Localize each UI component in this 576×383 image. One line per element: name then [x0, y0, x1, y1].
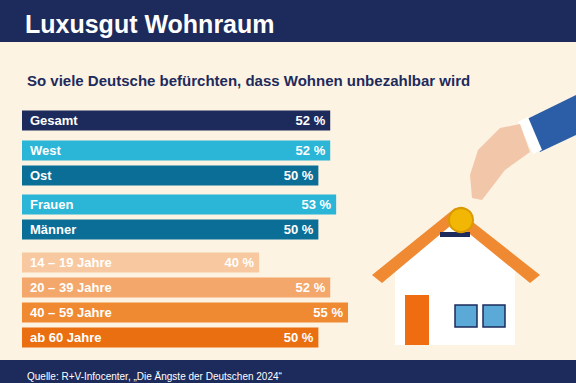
svg-text:40 – 59 Jahre: 40 – 59 Jahre: [30, 305, 112, 320]
svg-text:50 %: 50 %: [284, 168, 314, 183]
svg-text:West: West: [30, 143, 61, 158]
svg-text:52 %: 52 %: [296, 143, 326, 158]
svg-text:14 – 19 Jahre: 14 – 19 Jahre: [30, 255, 112, 270]
svg-text:Männer: Männer: [30, 222, 76, 237]
svg-text:50 %: 50 %: [284, 222, 314, 237]
svg-text:Quelle: R+V-Infocenter, „Die Ä: Quelle: R+V-Infocenter, „Die Ängste der …: [27, 371, 282, 382]
svg-text:Luxusgut Wohnraum: Luxusgut Wohnraum: [25, 10, 275, 38]
svg-text:53 %: 53 %: [302, 197, 332, 212]
svg-text:ab 60 Jahre: ab 60 Jahre: [30, 330, 102, 345]
svg-text:50 %: 50 %: [284, 330, 314, 345]
svg-text:55 %: 55 %: [313, 305, 343, 320]
svg-text:Ost: Ost: [30, 168, 52, 183]
svg-text:Gesamt: Gesamt: [30, 113, 78, 128]
svg-text:So viele Deutsche befürchten,: So viele Deutsche befürchten, dass Wohne…: [27, 72, 470, 89]
svg-text:20 – 39 Jahre: 20 – 39 Jahre: [30, 280, 112, 295]
svg-text:Frauen: Frauen: [30, 197, 73, 212]
svg-text:52 %: 52 %: [296, 113, 326, 128]
svg-text:40 %: 40 %: [224, 255, 254, 270]
svg-text:52 %: 52 %: [296, 280, 326, 295]
